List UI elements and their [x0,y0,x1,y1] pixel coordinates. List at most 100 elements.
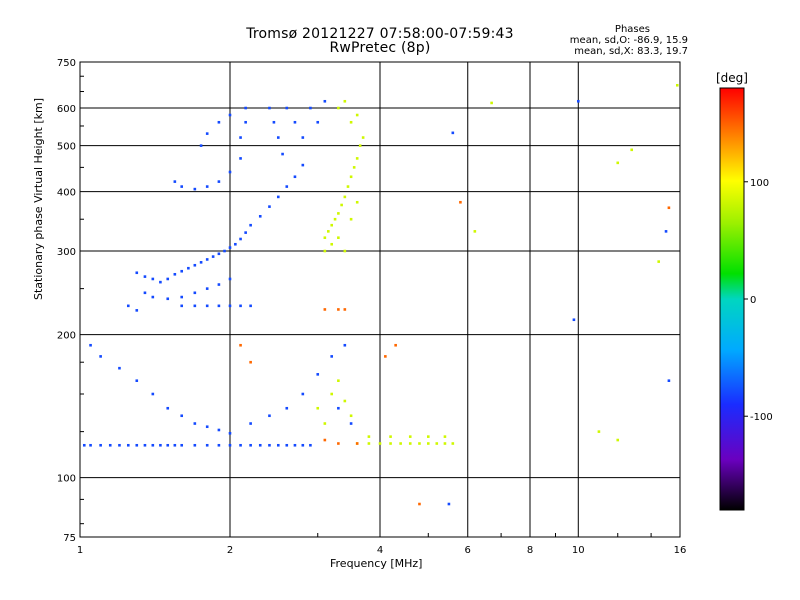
data-point [217,252,221,256]
data-point [180,304,184,308]
data-point [349,414,353,418]
data-point [418,502,421,506]
data-point [151,277,155,281]
data-point [367,442,371,445]
data-point [193,187,197,191]
data-point [217,283,221,286]
data-point [285,106,289,110]
x-axis-label: Frequency [MHz] [330,557,423,570]
x-tick-label: 4 [377,545,383,556]
data-point [330,242,334,246]
data-point [473,230,477,233]
data-point [239,443,242,447]
data-point [384,355,387,358]
data-point [228,431,232,435]
data-point [337,236,340,240]
x-tick-label: 8 [527,545,533,556]
y-tick-label: 600 [57,104,76,115]
data-point [180,443,184,447]
data-point [135,271,139,275]
data-point [187,266,190,270]
data-point [293,120,297,124]
data-point [268,443,271,447]
data-point [276,443,280,447]
data-point [285,443,289,447]
data-point [228,443,232,447]
data-point [616,438,620,442]
data-point [616,161,620,165]
data-point [217,428,221,432]
data-point [89,443,92,447]
data-point [199,261,203,264]
data-point [228,246,232,249]
data-point [355,442,359,445]
data-point [367,435,371,438]
data-point [205,304,209,308]
data-point [408,442,412,445]
y-tick-label: 500 [57,142,76,153]
data-point [399,442,402,445]
colorbar-tick-label: 100 [750,178,769,189]
data-point [244,120,247,124]
data-point [166,297,170,301]
y-tick-label: 300 [57,247,76,258]
y-tick-label: 400 [57,188,76,199]
data-point [675,83,679,87]
data-point [330,355,334,358]
data-point [337,308,340,311]
data-point [258,214,262,218]
data-point [349,120,353,124]
data-point [228,113,232,117]
data-point [389,435,392,438]
data-point [180,269,184,273]
data-point [451,131,455,135]
data-point [389,442,392,445]
data-point [330,392,334,396]
data-point [126,304,130,308]
data-point [108,443,112,447]
phase-stats-x-mode: mean, sd,X: 83.3, 19.7 [574,46,688,57]
colorbar-tick-label: 0 [750,295,756,306]
data-point [205,425,209,429]
data-point [630,148,634,152]
data-point [285,406,289,410]
data-point [340,203,343,207]
data-point [239,157,242,160]
data-point [343,249,347,253]
data-point [301,443,305,447]
data-point [211,255,215,258]
data-point [249,223,252,227]
data-point [193,263,197,267]
data-point [228,170,232,174]
data-point [239,136,242,139]
data-point [352,166,356,169]
data-point [173,443,177,447]
data-point [99,443,102,447]
axis-ticks: 1 2 4 6 8 10 16 75 100 200 300 400 500 600 750 [57,58,686,556]
data-point [118,443,121,447]
data-point [301,392,305,396]
data-point [301,136,305,139]
data-point [349,175,353,179]
colorbar-tick-label: -100 [750,412,773,423]
data-point [597,430,601,433]
data-point [143,291,147,295]
data-point [276,136,280,139]
data-point [378,442,382,445]
data-point [249,360,252,364]
data-point [228,277,232,281]
data-point [166,406,170,410]
data-point [159,280,162,284]
data-point [249,443,252,447]
x-tick-label: 1 [77,545,83,556]
data-point [664,230,668,233]
data-point [205,185,209,188]
data-point [490,101,493,105]
data-point [276,195,280,199]
data-point [451,442,455,445]
data-point [667,206,671,210]
data-point [180,295,184,299]
grid-lines [80,62,680,537]
data-point [180,414,184,418]
phase-stats-title: Phases [614,24,650,35]
